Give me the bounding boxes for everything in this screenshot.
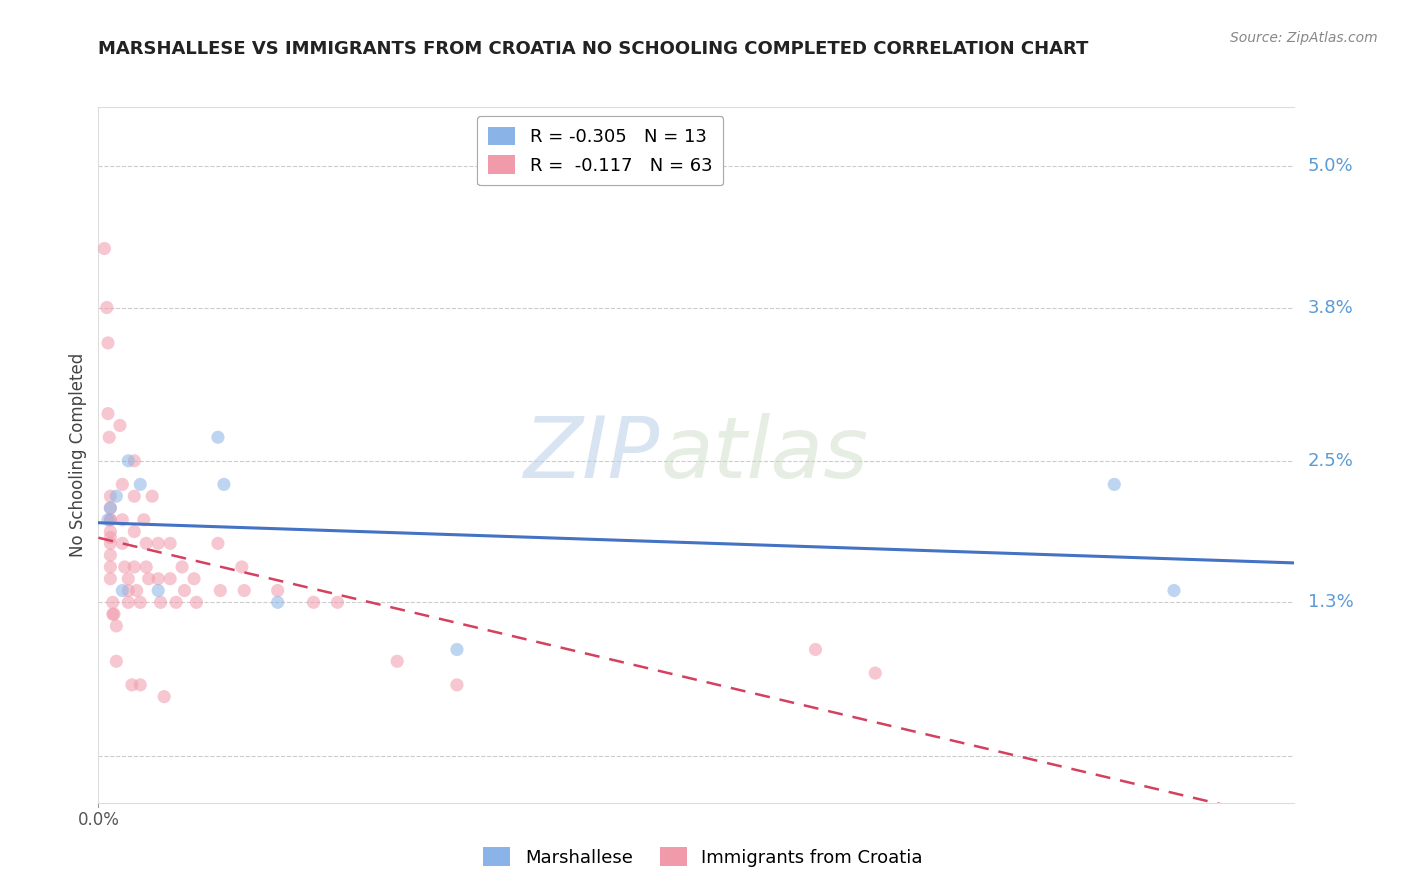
Point — [98, 500, 122, 515]
Point — [138, 572, 160, 586]
Point — [129, 678, 152, 692]
Point — [183, 572, 205, 586]
Point — [865, 666, 887, 681]
Point — [124, 524, 146, 539]
Point — [231, 560, 253, 574]
Point — [114, 560, 136, 574]
Text: Source: ZipAtlas.com: Source: ZipAtlas.com — [1230, 31, 1378, 45]
Point — [97, 335, 120, 350]
Point — [173, 583, 195, 598]
Point — [148, 572, 170, 586]
Text: 1.3%: 1.3% — [1308, 593, 1354, 611]
Point — [97, 407, 120, 421]
Point — [98, 513, 122, 527]
Point — [98, 430, 121, 444]
Point — [93, 242, 115, 256]
Point — [159, 572, 181, 586]
Point — [129, 477, 152, 491]
Point — [165, 595, 187, 609]
Point — [186, 595, 208, 609]
Point — [207, 430, 229, 444]
Point — [233, 583, 256, 598]
Point — [159, 536, 181, 550]
Point — [98, 572, 122, 586]
Point — [207, 536, 229, 550]
Point — [1163, 583, 1185, 598]
Point — [446, 642, 468, 657]
Legend: R = -0.305   N = 13, R =  -0.117   N = 63: R = -0.305 N = 13, R = -0.117 N = 63 — [478, 116, 723, 186]
Point — [96, 301, 118, 315]
Point — [111, 513, 134, 527]
Y-axis label: No Schooling Completed: No Schooling Completed — [69, 353, 87, 557]
Point — [125, 583, 148, 598]
Text: 2.5%: 2.5% — [1308, 452, 1354, 470]
Point — [98, 548, 122, 562]
Point — [108, 418, 131, 433]
Point — [97, 513, 120, 527]
Point — [141, 489, 163, 503]
Point — [302, 595, 325, 609]
Point — [446, 678, 468, 692]
Legend: Marshallese, Immigrants from Croatia: Marshallese, Immigrants from Croatia — [477, 840, 929, 874]
Point — [117, 572, 139, 586]
Point — [153, 690, 176, 704]
Point — [135, 536, 157, 550]
Point — [98, 536, 122, 550]
Point — [105, 619, 128, 633]
Point — [111, 583, 134, 598]
Point — [101, 595, 124, 609]
Text: 5.0%: 5.0% — [1308, 157, 1354, 175]
Text: 0.0%: 0.0% — [77, 811, 120, 830]
Point — [209, 583, 232, 598]
Point — [98, 524, 122, 539]
Point — [148, 536, 170, 550]
Point — [117, 583, 139, 598]
Point — [267, 595, 290, 609]
Point — [124, 560, 146, 574]
Point — [121, 678, 143, 692]
Point — [98, 560, 122, 574]
Point — [804, 642, 827, 657]
Text: 3.8%: 3.8% — [1308, 299, 1354, 317]
Text: MARSHALLESE VS IMMIGRANTS FROM CROATIA NO SCHOOLING COMPLETED CORRELATION CHART: MARSHALLESE VS IMMIGRANTS FROM CROATIA N… — [98, 40, 1088, 58]
Point — [103, 607, 125, 621]
Point — [172, 560, 194, 574]
Point — [385, 654, 409, 668]
Point — [326, 595, 349, 609]
Point — [212, 477, 235, 491]
Point — [117, 454, 139, 468]
Point — [98, 531, 122, 545]
Point — [148, 583, 170, 598]
Point — [98, 513, 122, 527]
Point — [124, 454, 146, 468]
Point — [98, 500, 122, 515]
Point — [149, 595, 172, 609]
Text: ZIP: ZIP — [524, 413, 661, 497]
Point — [124, 489, 146, 503]
Point — [267, 583, 290, 598]
Point — [98, 489, 122, 503]
Point — [105, 654, 128, 668]
Point — [111, 477, 134, 491]
Point — [101, 607, 124, 621]
Point — [135, 560, 157, 574]
Point — [132, 513, 155, 527]
Text: atlas: atlas — [661, 413, 868, 497]
Point — [117, 595, 139, 609]
Point — [111, 536, 134, 550]
Point — [1104, 477, 1126, 491]
Point — [129, 595, 152, 609]
Point — [105, 489, 128, 503]
